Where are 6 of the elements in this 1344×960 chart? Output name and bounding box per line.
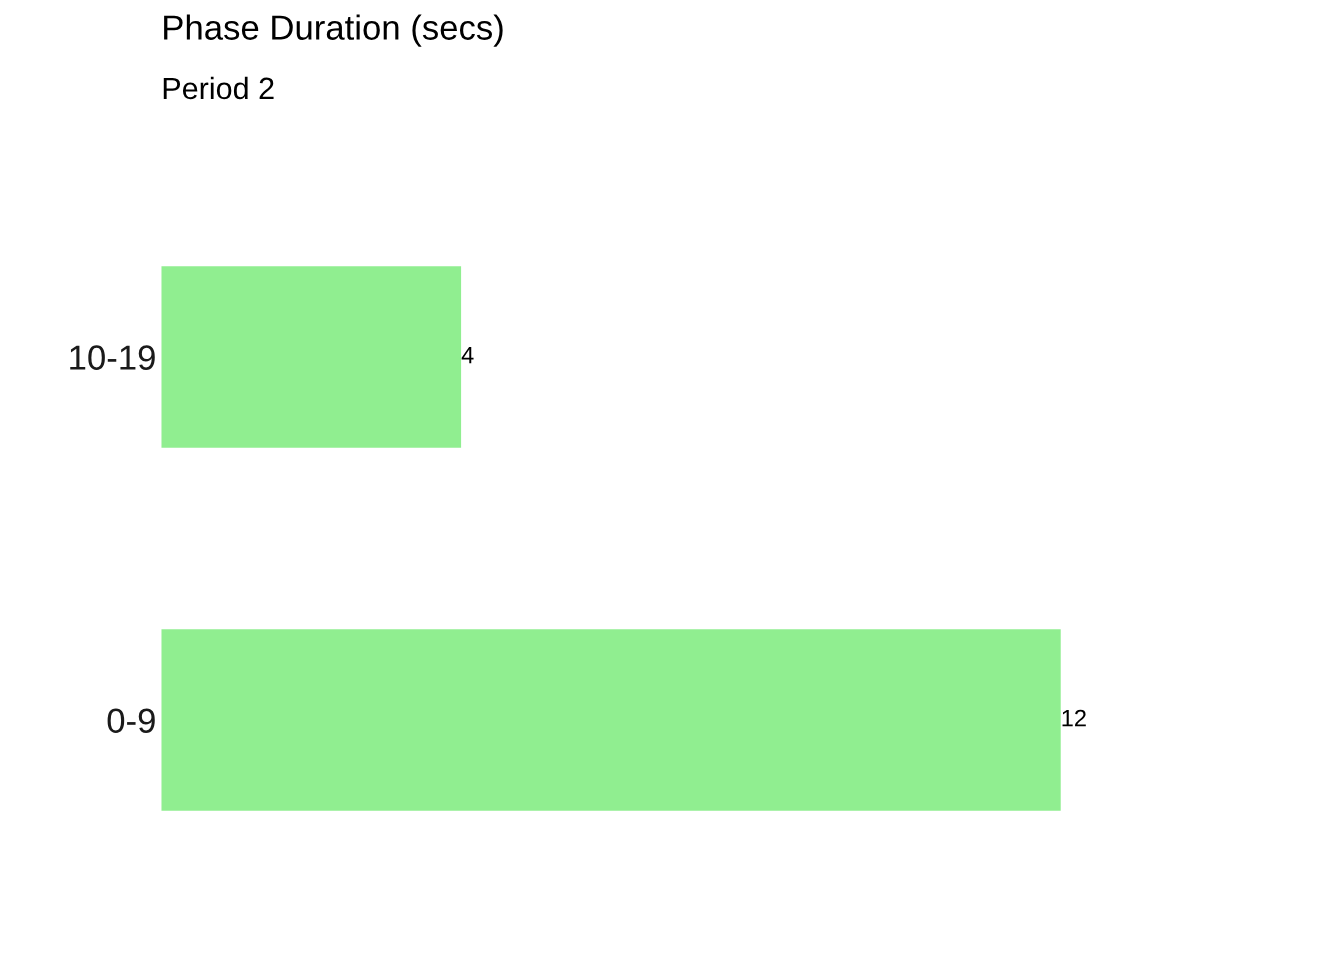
data-label: 4 bbox=[461, 346, 474, 364]
chart-title: Phase Duration (secs) bbox=[164, 14, 503, 47]
y-tick-label: 0-9 bbox=[107, 708, 155, 734]
data-label: 12 bbox=[1062, 709, 1086, 727]
y-tick-label: 10-19 bbox=[70, 345, 155, 370]
chart-subtitle: Period 2 bbox=[163, 76, 274, 100]
